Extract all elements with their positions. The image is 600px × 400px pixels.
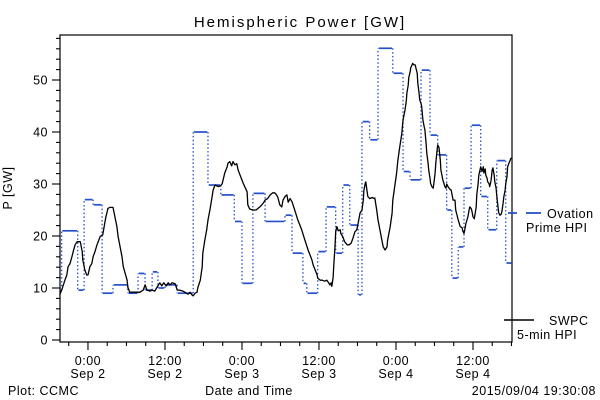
x-axis-title: Date and Time (205, 384, 293, 398)
svg-text:12:00: 12:00 (302, 354, 336, 368)
svg-text:0:00: 0:00 (75, 354, 101, 368)
svg-text:Sep 2: Sep 2 (70, 367, 105, 381)
y-axis-title: P [GW] (1, 166, 15, 209)
svg-text:Sep 2: Sep 2 (147, 367, 182, 381)
legend-swpc: SWPC 5-min HPI (504, 314, 589, 342)
svg-text:10: 10 (33, 282, 48, 296)
svg-text:Sep 3: Sep 3 (301, 367, 336, 381)
data-series (59, 47, 513, 297)
svg-text:0:00: 0:00 (229, 354, 255, 368)
svg-text:0: 0 (41, 334, 48, 348)
svg-text:50: 50 (33, 74, 48, 88)
svg-text:Sep 4: Sep 4 (455, 367, 490, 381)
svg-text:12:00: 12:00 (148, 354, 182, 368)
legend-ovation-prime: Ovation Prime HPI (508, 207, 594, 235)
swpc-legend-label-line2: 5-min HPI (517, 328, 577, 342)
svg-text:40: 40 (33, 126, 48, 140)
svg-text:30: 30 (33, 178, 48, 192)
footer-plot-source: Plot: CCMC (8, 384, 79, 398)
ovation-legend-label-line2: Prime HPI (526, 221, 587, 235)
svg-text:20: 20 (33, 230, 48, 244)
chart-title: Hemispheric Power [GW] (194, 14, 406, 31)
footer-timestamp: 2015/09/04 19:30:08 (472, 384, 596, 398)
ovation-legend-label-line1: Ovation (547, 207, 594, 221)
svg-text:Sep 3: Sep 3 (224, 367, 259, 381)
swpc-legend-label-line1: SWPC (549, 314, 589, 328)
svg-text:Sep 4: Sep 4 (378, 367, 413, 381)
svg-text:12:00: 12:00 (456, 354, 490, 368)
svg-text:0:00: 0:00 (383, 354, 409, 368)
